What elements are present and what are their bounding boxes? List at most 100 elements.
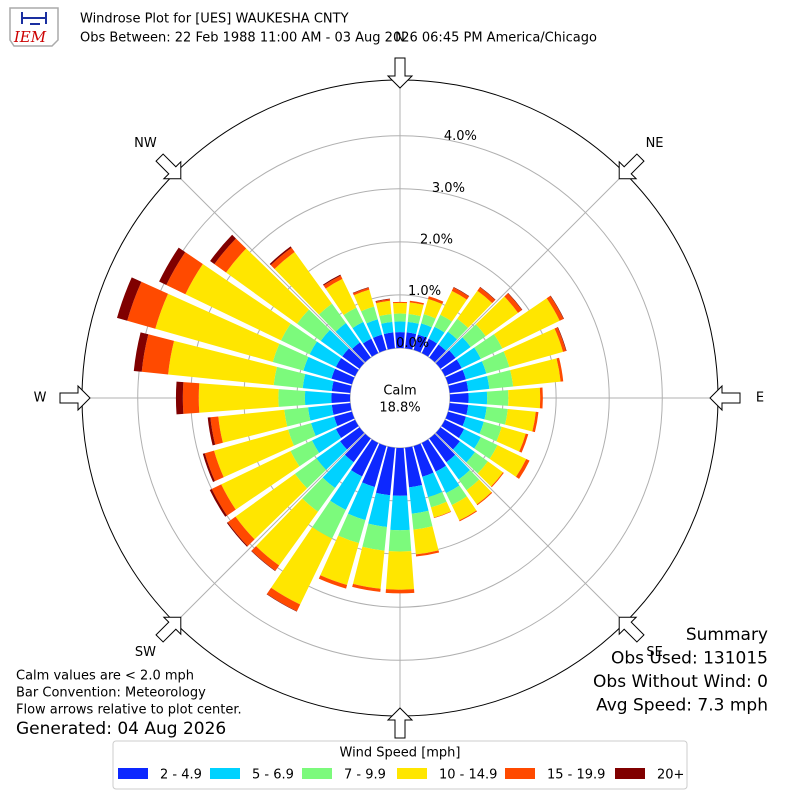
wind-bar	[415, 550, 440, 557]
compass-label: N	[395, 31, 405, 46]
wind-bar	[280, 323, 317, 355]
wind-bar	[441, 359, 462, 377]
calm-circle	[352, 350, 448, 446]
wind-bar	[155, 293, 280, 362]
wind-bar	[211, 484, 236, 516]
r-tick-label: 4.0%	[444, 129, 477, 144]
wind-bar	[441, 419, 465, 439]
chart-title: Windrose Plot for [UES] WAUKESHA CNTY	[80, 12, 349, 27]
wind-bar	[457, 290, 493, 328]
compass-arrow	[155, 153, 182, 180]
wind-bar	[479, 286, 496, 301]
wind-bar	[227, 516, 255, 547]
wind-bar	[557, 327, 567, 352]
summary-line: Avg Speed: 7.3 mph	[596, 696, 768, 716]
wind-bar	[449, 392, 469, 404]
wind-bar	[462, 361, 487, 380]
legend: 2 - 4.9 5 - 6.9 7 - 9.9 10 - 14.9 15 - 19.9 2…	[118, 768, 684, 783]
wind-bar	[342, 348, 365, 369]
compass-arrow	[59, 384, 91, 412]
wind-bar	[362, 523, 387, 551]
wind-bar	[466, 375, 490, 392]
compass-label: SW	[135, 645, 156, 660]
wind-bar	[284, 407, 311, 427]
wind-bar	[320, 329, 349, 357]
wind-bar	[423, 298, 443, 319]
wind-bar	[417, 323, 432, 338]
wind-bar	[435, 427, 460, 450]
wind-bar	[168, 340, 277, 386]
wind-bar	[446, 485, 467, 506]
wind-bar	[434, 314, 452, 333]
wind-bar	[318, 575, 348, 589]
wind-bar	[141, 334, 175, 375]
wind-bar	[408, 302, 424, 317]
wind-bar	[430, 501, 451, 518]
wind-bar	[302, 477, 336, 512]
wind-bar	[269, 246, 292, 266]
wind-bar	[411, 510, 433, 530]
wind-bar	[407, 313, 421, 324]
wind-bar	[466, 479, 492, 505]
compass-arrow	[155, 616, 182, 643]
wind-bar	[409, 485, 429, 514]
wind-bar	[209, 489, 227, 517]
wind-bar	[505, 408, 536, 432]
wind-bar	[309, 341, 342, 367]
wind-bar	[550, 295, 564, 319]
wind-bar	[466, 452, 488, 474]
wind-bar	[351, 439, 379, 477]
wind-bar	[446, 454, 471, 480]
wind-bar	[343, 307, 364, 329]
wind-bar	[218, 409, 288, 443]
wind-bar	[438, 331, 458, 351]
wind-bar	[476, 492, 493, 506]
wind-bar	[459, 510, 478, 522]
wind-bar	[422, 472, 443, 498]
wind-bar	[311, 416, 338, 436]
wind-bar	[322, 454, 354, 489]
wind-bar	[198, 383, 279, 413]
wind-bar	[133, 332, 149, 372]
wind-bar	[489, 445, 527, 477]
wind-bar	[392, 447, 408, 496]
wind-bar	[297, 309, 330, 341]
wind-bar	[413, 443, 434, 477]
wind-bar	[428, 326, 445, 344]
wind-bar	[207, 417, 216, 446]
wind-bar	[166, 252, 203, 295]
logo-text: IEM	[13, 28, 47, 46]
wind-bar	[127, 281, 169, 329]
wind-bar	[375, 298, 390, 302]
wind-bar	[338, 513, 366, 544]
wind-bar	[304, 391, 332, 405]
plot-area: 0.0%1.0%2.0%3.0%4.0%NNEESESSWWNW	[34, 31, 765, 766]
wind-bar	[221, 450, 300, 510]
wind-bar	[214, 429, 294, 478]
wind-bar	[452, 441, 475, 463]
summary-line: Obs Without Wind: 0	[593, 672, 768, 692]
wind-bar	[393, 313, 407, 322]
wind-bar	[316, 441, 348, 470]
wind-bar	[477, 287, 496, 304]
wind-bar	[361, 306, 378, 324]
r-tick-label: 0.0%	[396, 336, 429, 351]
wind-bar	[468, 391, 488, 405]
wind-bar	[491, 472, 504, 488]
wind-bar	[372, 334, 387, 353]
wind-bar	[352, 321, 372, 344]
wind-bar	[546, 295, 564, 321]
wind-bar	[515, 459, 530, 479]
compass-arrow	[709, 384, 741, 412]
notes: Calm values are < 2.0 mph Bar Convention:…	[16, 669, 242, 718]
wind-bar	[226, 248, 309, 324]
wind-bar	[451, 496, 477, 521]
wind-bar	[445, 411, 466, 427]
wind-bar	[353, 289, 375, 312]
compass-arrow	[386, 57, 414, 89]
r-tick-label: 3.0%	[432, 181, 465, 196]
calm-value: 18.8%	[379, 401, 420, 416]
wind-bar	[421, 338, 438, 357]
wind-bar	[507, 292, 523, 311]
